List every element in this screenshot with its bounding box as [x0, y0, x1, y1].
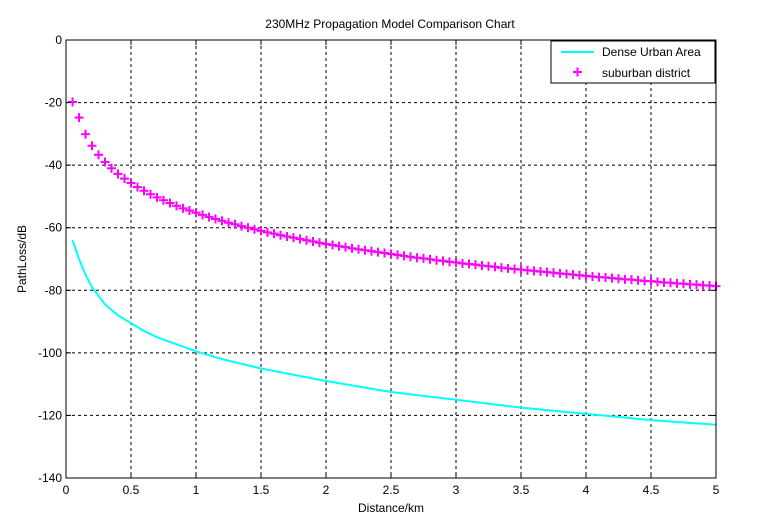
x-tick-label: 2.5 — [383, 483, 400, 497]
x-tick-label: 2 — [323, 483, 330, 497]
x-axis-label: Distance/km — [358, 501, 424, 515]
series-point-suburban — [191, 208, 201, 218]
series-point-suburban — [217, 216, 227, 226]
series-point-suburban — [185, 206, 194, 216]
legend-swatch-suburban — [573, 67, 582, 77]
x-tick-label: 1.5 — [253, 483, 270, 497]
series-point-suburban — [282, 231, 292, 241]
series-point-suburban — [113, 169, 123, 179]
x-tick-label: 1 — [193, 483, 200, 497]
series-point-suburban — [250, 224, 259, 234]
x-tick-label: 5 — [713, 483, 720, 497]
series-point-suburban — [243, 223, 253, 233]
series-point-suburban — [146, 189, 155, 199]
series-point-suburban — [295, 234, 305, 244]
series-point-suburban — [204, 212, 214, 222]
series-point-suburban — [81, 129, 90, 139]
x-tick-label: 3.5 — [513, 483, 530, 497]
series-point-suburban — [256, 226, 266, 236]
y-tick-label: -100 — [38, 346, 62, 360]
series-point-suburban — [139, 186, 149, 196]
x-tick-label: 0 — [63, 483, 70, 497]
series-point-suburban — [328, 240, 337, 250]
series-point-suburban — [172, 201, 181, 211]
ticks — [65, 39, 717, 479]
y-tick-label: -40 — [45, 158, 63, 172]
series-point-suburban — [289, 233, 298, 243]
series-point-suburban — [68, 97, 77, 107]
series-point-suburban — [269, 229, 279, 239]
series-point-suburban — [224, 218, 233, 228]
series-point-suburban — [341, 242, 350, 252]
series-point-suburban — [152, 192, 162, 202]
series-point-suburban — [315, 238, 324, 248]
series-point-suburban — [74, 113, 84, 123]
legend-label-dense-urban: Dense Urban Area — [602, 45, 701, 59]
y-tick-label: -80 — [45, 283, 63, 297]
y-tick-label: -60 — [45, 221, 63, 235]
series-layer — [68, 97, 721, 426]
series-point-suburban — [87, 141, 97, 151]
x-tick-label: 0.5 — [123, 483, 140, 497]
series-point-suburban — [237, 221, 246, 231]
tick-labels: 0 0.5 1 1.5 2 2.5 3 3.5 4 4.5 5 0 -20 -40 -60 -80 -100 -1… — [38, 33, 720, 497]
series-point-suburban — [165, 198, 175, 208]
y-tick-label: -120 — [38, 408, 62, 422]
legend: Dense Urban Area suburban district — [550, 40, 716, 84]
series-point-suburban — [308, 236, 318, 246]
x-tick-label: 4.5 — [643, 483, 660, 497]
series-point-suburban — [211, 214, 220, 224]
y-axis-label: PathLoss/dB — [15, 225, 29, 293]
series-point-suburban — [263, 227, 272, 237]
series-point-suburban — [276, 230, 285, 240]
series-point-suburban — [302, 235, 311, 245]
series-point-suburban — [178, 203, 188, 213]
x-tick-label: 3 — [453, 483, 460, 497]
series-line-dense-urban — [71, 239, 717, 426]
y-tick-label: -20 — [45, 96, 63, 110]
series-point-suburban — [100, 157, 110, 167]
series-point-suburban — [159, 195, 168, 205]
y-tick-label: -140 — [38, 471, 62, 485]
legend-label-suburban: suburban district — [602, 66, 691, 80]
series-point-suburban — [198, 210, 207, 220]
y-tick-label: 0 — [55, 33, 62, 47]
series-point-suburban — [230, 219, 240, 229]
series-point-suburban — [126, 178, 136, 188]
chart-title: 230MHz Propagation Model Comparison Char… — [265, 17, 515, 31]
x-tick-label: 4 — [583, 483, 590, 497]
series-point-suburban — [107, 163, 116, 173]
series-point-suburban — [120, 174, 129, 184]
series-point-suburban — [133, 182, 142, 192]
series-point-suburban — [94, 150, 103, 160]
